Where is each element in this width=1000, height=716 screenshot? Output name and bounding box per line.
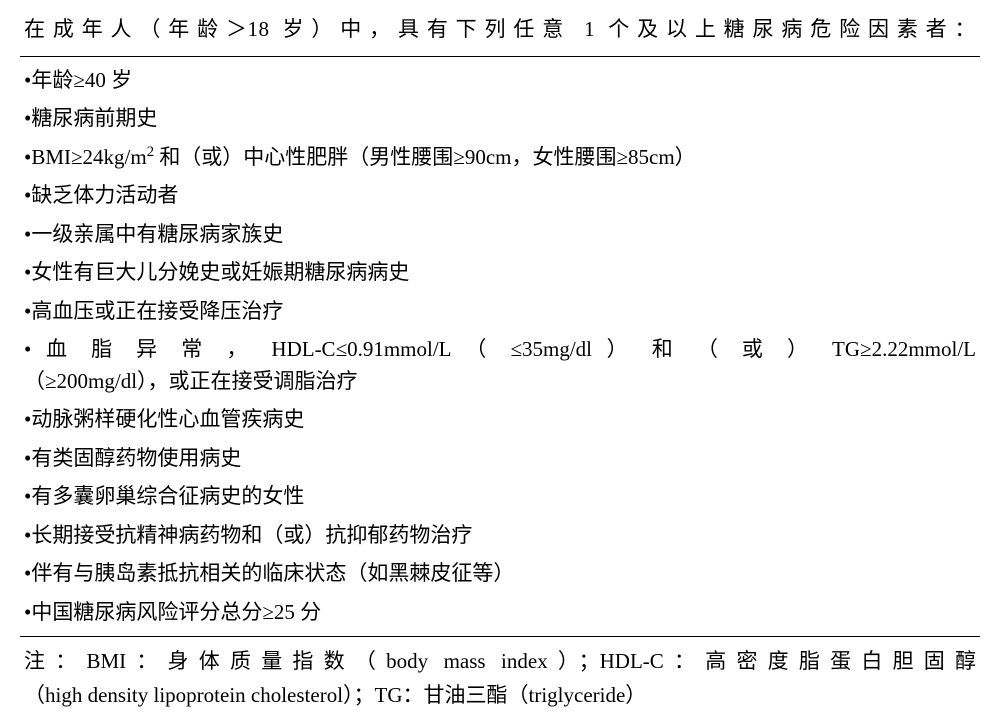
list-item: •中国糖尿病风险评分总分≥25 分 [24,597,976,629]
table-header: 在成年人（年龄＞18 岁）中，具有下列任意 1 个及以上糖尿病危险因素者： [20,8,980,57]
footnote-line1: 注：BMI：身体质量指数（body mass index）；HDL-C：高密度脂… [24,645,976,679]
list-item: •长期接受抗精神病药物和（或）抗抑郁药物治疗 [24,520,976,552]
item-text: •中国糖尿病风险评分总分≥25 分 [24,600,321,624]
list-item: •动脉粥样硬化性心血管疾病史 [24,404,976,436]
list-item: •有类固醇药物使用病史 [24,443,976,475]
list-item: •糖尿病前期史 [24,103,976,135]
item-text: •一级亲属中有糖尿病家族史 [24,222,283,246]
list-item: •伴有与胰岛素抵抗相关的临床状态（如黑棘皮征等） [24,558,976,590]
risk-factors-table: 在成年人（年龄＞18 岁）中，具有下列任意 1 个及以上糖尿病危险因素者： •年… [20,8,980,716]
item-text: •伴有与胰岛素抵抗相关的临床状态（如黑棘皮征等） [24,561,514,585]
item-text: •年龄≥40 岁 [24,68,132,92]
list-item: •BMI≥24kg/m2 和（或）中心性肥胖（男性腰围≥90cm，女性腰围≥85… [24,142,976,174]
item-text: •缺乏体力活动者 [24,183,178,207]
footnote-line2: （high density lipoprotein cholesterol）；T… [24,679,976,713]
list-item: •高血压或正在接受降压治疗 [24,296,976,328]
list-item: •有多囊卵巢综合征病史的女性 [24,481,976,513]
item-text: •女性有巨大儿分娩史或妊娠期糖尿病病史 [24,260,409,284]
item-text: •BMI≥24kg/m2 和（或）中心性肥胖（男性腰围≥90cm，女性腰围≥85… [24,145,696,169]
footnote-text: 注：BMI：身体质量指数（body mass index）；HDL-C：高密度脂… [24,645,976,712]
item-text: •高血压或正在接受降压治疗 [24,299,283,323]
list-item: •缺乏体力活动者 [24,180,976,212]
table-footnote: 注：BMI：身体质量指数（body mass index）；HDL-C：高密度脂… [20,637,980,716]
item-text: •糖尿病前期史 [24,106,157,130]
list-item: •一级亲属中有糖尿病家族史 [24,219,976,251]
list-item: •女性有巨大儿分娩史或妊娠期糖尿病病史 [24,257,976,289]
list-item: •年龄≥40 岁 [24,65,976,97]
list-item: • 血 脂 异 常 ， HDL-C≤0.91mmol/L （ ≤35mg/dl … [24,334,976,397]
item-text-line2: （≥200mg/dl），或正在接受调脂治疗 [24,366,976,398]
item-text: •有多囊卵巢综合征病史的女性 [24,484,304,508]
item-text: •动脉粥样硬化性心血管疾病史 [24,407,304,431]
header-text: 在成年人（年龄＞18 岁）中，具有下列任意 1 个及以上糖尿病危险因素者： [24,17,976,41]
risk-factors-list: •年龄≥40 岁 •糖尿病前期史 •BMI≥24kg/m2 和（或）中心性肥胖（… [20,57,980,638]
item-text: •长期接受抗精神病药物和（或）抗抑郁药物治疗 [24,523,472,547]
item-text: •有类固醇药物使用病史 [24,446,241,470]
item-text-line1: • 血 脂 异 常 ， HDL-C≤0.91mmol/L （ ≤35mg/dl … [24,334,976,366]
